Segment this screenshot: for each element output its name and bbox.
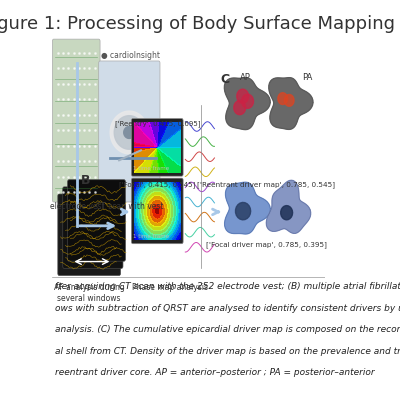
- Text: 1 time frame: 1 time frame: [133, 166, 170, 171]
- Text: AF analysis during
several windows: AF analysis during several windows: [54, 284, 124, 303]
- Polygon shape: [114, 116, 144, 149]
- Text: AP: AP: [240, 73, 251, 82]
- Polygon shape: [110, 111, 148, 154]
- Text: analysis. (C) The cumulative epicardial driver map is composed on the reconstruc: analysis. (C) The cumulative epicardial …: [55, 325, 400, 334]
- FancyBboxPatch shape: [99, 61, 160, 202]
- Polygon shape: [278, 93, 288, 104]
- Polygon shape: [224, 78, 270, 130]
- Text: ['Reentrant driver map', 0.785, 0.545]: ['Reentrant driver map', 0.785, 0.545]: [197, 181, 335, 188]
- Polygon shape: [237, 89, 249, 103]
- Polygon shape: [236, 202, 251, 220]
- Text: ● cardioInsight: ● cardioInsight: [100, 51, 160, 60]
- Polygon shape: [234, 100, 246, 115]
- Text: CT scan with vest: CT scan with vest: [96, 202, 164, 211]
- Text: al shell from CT. Density of the driver map is based on the prevalence and traje: al shell from CT. Density of the driver …: [55, 346, 400, 356]
- Polygon shape: [269, 78, 313, 129]
- Text: ows with subtraction of QRST are analysed to identify consistent drivers by usin: ows with subtraction of QRST are analyse…: [55, 304, 400, 313]
- Text: electrode vest: electrode vest: [50, 202, 104, 211]
- Polygon shape: [266, 180, 311, 233]
- FancyBboxPatch shape: [58, 194, 120, 276]
- Polygon shape: [284, 94, 294, 106]
- Polygon shape: [281, 206, 293, 220]
- Polygon shape: [242, 94, 254, 108]
- Text: ['Reentry', 0.415, 0.695]: ['Reentry', 0.415, 0.695]: [114, 120, 200, 127]
- FancyBboxPatch shape: [131, 118, 183, 176]
- Text: Phase map analysis: Phase map analysis: [132, 284, 208, 292]
- Text: B: B: [81, 174, 90, 187]
- Text: reentrant driver core. AP = anterior–posterior ; PA = posterior–anterior: reentrant driver core. AP = anterior–pos…: [55, 368, 375, 377]
- Text: 1 time frame: 1 time frame: [133, 234, 170, 239]
- Polygon shape: [124, 126, 135, 138]
- Text: C: C: [220, 73, 229, 86]
- Text: ['Focal driver map', 0.785, 0.395]: ['Focal driver map', 0.785, 0.395]: [206, 241, 327, 248]
- Text: ['Focal', 0.415, 0.545]: ['Focal', 0.415, 0.545]: [119, 181, 195, 188]
- Text: PA: PA: [302, 73, 312, 82]
- Text: Figure 1: Processing of Body Surface Mapping: Figure 1: Processing of Body Surface Map…: [0, 15, 394, 33]
- FancyBboxPatch shape: [52, 39, 100, 202]
- Polygon shape: [225, 182, 270, 234]
- FancyBboxPatch shape: [63, 187, 123, 268]
- Text: fter acquiring CT scan with the 252 electrode vest; (B) multiple atrial fibrilla: fter acquiring CT scan with the 252 elec…: [55, 282, 400, 291]
- FancyBboxPatch shape: [131, 178, 183, 244]
- FancyBboxPatch shape: [68, 180, 125, 261]
